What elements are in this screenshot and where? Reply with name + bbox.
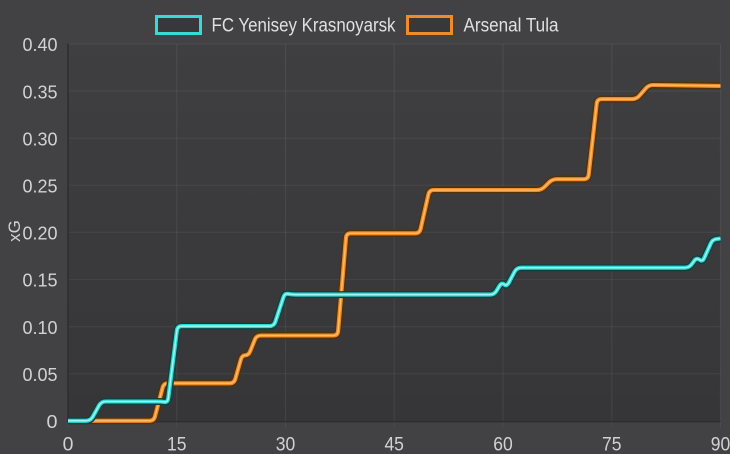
svg-text:0.10: 0.10 <box>22 318 57 338</box>
svg-text:Arsenal Tula: Arsenal Tula <box>464 16 559 37</box>
svg-text:0.05: 0.05 <box>22 365 57 385</box>
svg-text:45: 45 <box>384 433 404 454</box>
svg-text:0.20: 0.20 <box>22 224 57 244</box>
svg-text:0.40: 0.40 <box>22 35 57 55</box>
svg-text:75: 75 <box>602 433 622 454</box>
svg-text:0.30: 0.30 <box>22 129 57 149</box>
svg-text:xG: xG <box>5 220 24 242</box>
svg-text:15: 15 <box>167 433 187 454</box>
svg-text:30: 30 <box>276 433 296 454</box>
svg-text:0.15: 0.15 <box>22 271 57 291</box>
svg-text:60: 60 <box>493 433 513 454</box>
svg-text:FC Yenisey Krasnoyarsk: FC Yenisey Krasnoyarsk <box>212 16 396 37</box>
svg-text:90: 90 <box>711 433 730 454</box>
svg-text:0.35: 0.35 <box>22 82 57 102</box>
svg-text:0.25: 0.25 <box>22 177 57 197</box>
svg-text:0: 0 <box>47 412 58 432</box>
svg-text:0: 0 <box>63 433 74 454</box>
